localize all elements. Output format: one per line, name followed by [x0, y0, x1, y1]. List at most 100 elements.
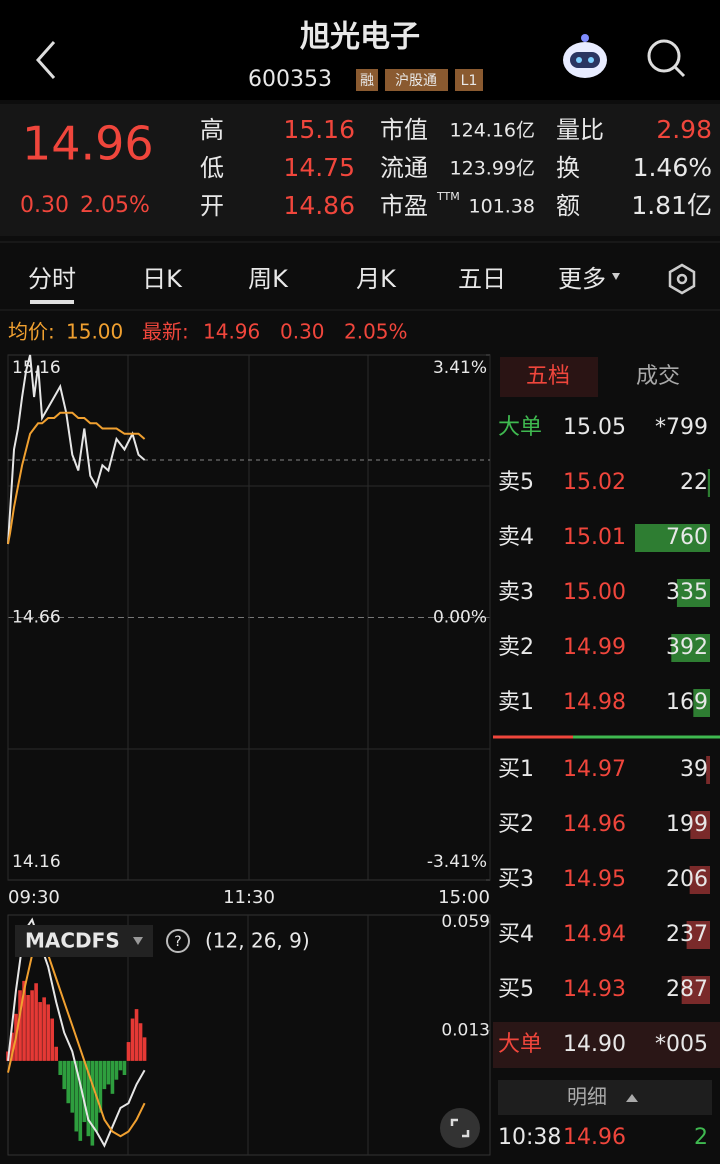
macd-bar	[42, 997, 46, 1061]
quote-value: 15.16	[283, 115, 355, 144]
badge-text: 融	[360, 73, 374, 89]
big-order-price: 14.90	[563, 1032, 626, 1057]
level-label: 买1	[498, 757, 534, 782]
volume-bar	[686, 921, 710, 949]
quote-value: 124.16亿	[450, 120, 535, 142]
tab-active[interactable]	[500, 357, 598, 397]
macd-bar	[62, 1060, 67, 1090]
latest-price: 14.96	[203, 320, 260, 344]
macd-bar	[126, 1042, 131, 1061]
robot-icon[interactable]	[563, 34, 607, 78]
macd-bar	[98, 1060, 103, 1113]
macd-bar	[54, 1046, 59, 1061]
macd-bar	[82, 1060, 87, 1123]
tab[interactable]: 分时	[28, 265, 76, 293]
big-order-volume: *005	[655, 1032, 708, 1057]
trade-time: 10:38	[498, 1125, 561, 1150]
quote-panel	[0, 104, 720, 236]
macd-bar	[50, 1018, 54, 1061]
macd-bar	[58, 1060, 63, 1075]
macd-bar	[102, 1060, 107, 1090]
level-price: 14.95	[563, 867, 626, 892]
level-volume: 39	[680, 757, 708, 782]
orderbook-tab[interactable]: 成交	[636, 364, 680, 389]
indicator-params: (12, 26, 9)	[205, 929, 310, 953]
y-tick-label: 0.059	[441, 912, 490, 932]
tab[interactable]: 月K	[356, 265, 397, 293]
price-change: 0.30	[20, 193, 69, 218]
level-price: 15.01	[563, 525, 626, 550]
help-icon[interactable]	[166, 929, 190, 953]
stock-code: 600353	[248, 67, 332, 92]
quote-label: 流通	[380, 154, 428, 182]
level-price: 15.00	[563, 580, 626, 605]
latest-change: 0.30	[280, 320, 325, 344]
macd-bar	[118, 1060, 123, 1071]
avg-label: 均价:	[8, 320, 55, 344]
macd-bar	[106, 1060, 111, 1085]
tab[interactable]: 日K	[142, 265, 183, 293]
macd-bar	[38, 1002, 42, 1061]
badge-text: L1	[461, 73, 478, 89]
volume-bar	[671, 634, 710, 662]
macd-bar	[34, 983, 38, 1061]
badge	[356, 69, 378, 91]
level-volume: 335	[666, 580, 708, 605]
settings-icon[interactable]	[668, 263, 696, 295]
macd-line	[7, 941, 146, 1138]
level-volume: 206	[666, 867, 708, 892]
level-label: 卖2	[498, 635, 534, 660]
volume-bar	[706, 756, 710, 784]
detail-label: 明细	[567, 1085, 607, 1109]
back-button[interactable]	[35, 41, 56, 79]
quote-value: 123.99亿	[450, 158, 535, 180]
macd-bar	[70, 1060, 75, 1113]
level-price: 14.94	[563, 922, 626, 947]
tab[interactable]: 五日	[458, 265, 506, 293]
quote-label: 量比	[556, 116, 604, 144]
price-change-pct: 2.05%	[80, 193, 150, 218]
macd-chart: 0.013 0.059	[6, 912, 491, 1156]
x-tick-label: 15:00	[438, 887, 490, 908]
macd-bar	[86, 1060, 91, 1137]
quote-label: 市值	[380, 116, 428, 144]
big-order-row	[493, 1022, 720, 1068]
big-order-price: 15.05	[563, 415, 626, 440]
x-tick-label: 09:30	[8, 887, 60, 908]
latest-change-pct: 2.05%	[344, 320, 408, 344]
level-volume: 199	[666, 812, 708, 837]
trade-price: 14.96	[563, 1125, 626, 1150]
last-price: 14.96	[22, 117, 154, 171]
tab[interactable]: 周K	[248, 265, 289, 293]
macd-bar	[114, 1060, 119, 1080]
level-label: 卖1	[498, 690, 534, 715]
search-icon[interactable]	[647, 39, 686, 78]
level-label: 买3	[498, 867, 534, 892]
avg-price: 15.00	[66, 320, 123, 344]
quote-label: 市盈	[380, 192, 428, 220]
tab[interactable]: 更多	[558, 265, 606, 293]
orderbook-tab[interactable]: 五档	[526, 364, 570, 389]
intraday-chart: 14.16 14.66 15.16 -3.41% 0.00% 3.41%	[7, 354, 491, 881]
y2-tick-label: -3.41%	[427, 852, 487, 872]
indicator-name: MACDFS	[25, 929, 120, 953]
detail-button[interactable]	[498, 1080, 712, 1115]
expand-button[interactable]	[440, 1108, 480, 1148]
chart-frame	[7, 914, 491, 1156]
volume-bar	[681, 976, 710, 1004]
level-price: 14.98	[563, 690, 626, 715]
macd-bar	[22, 980, 26, 1061]
indicator-selector[interactable]	[15, 925, 153, 957]
quote-value: 101.38	[469, 196, 535, 218]
quote-label: 额	[556, 192, 580, 220]
macd-bar	[110, 1060, 115, 1094]
level-volume: 237	[666, 922, 708, 947]
macd-bar	[78, 1060, 83, 1141]
settings-icon-center	[676, 273, 688, 285]
trade-volume: 2	[694, 1125, 708, 1150]
y2-tick-label: 3.41%	[433, 358, 487, 378]
badge	[385, 69, 448, 91]
quote-value: 1.46%	[633, 153, 712, 182]
